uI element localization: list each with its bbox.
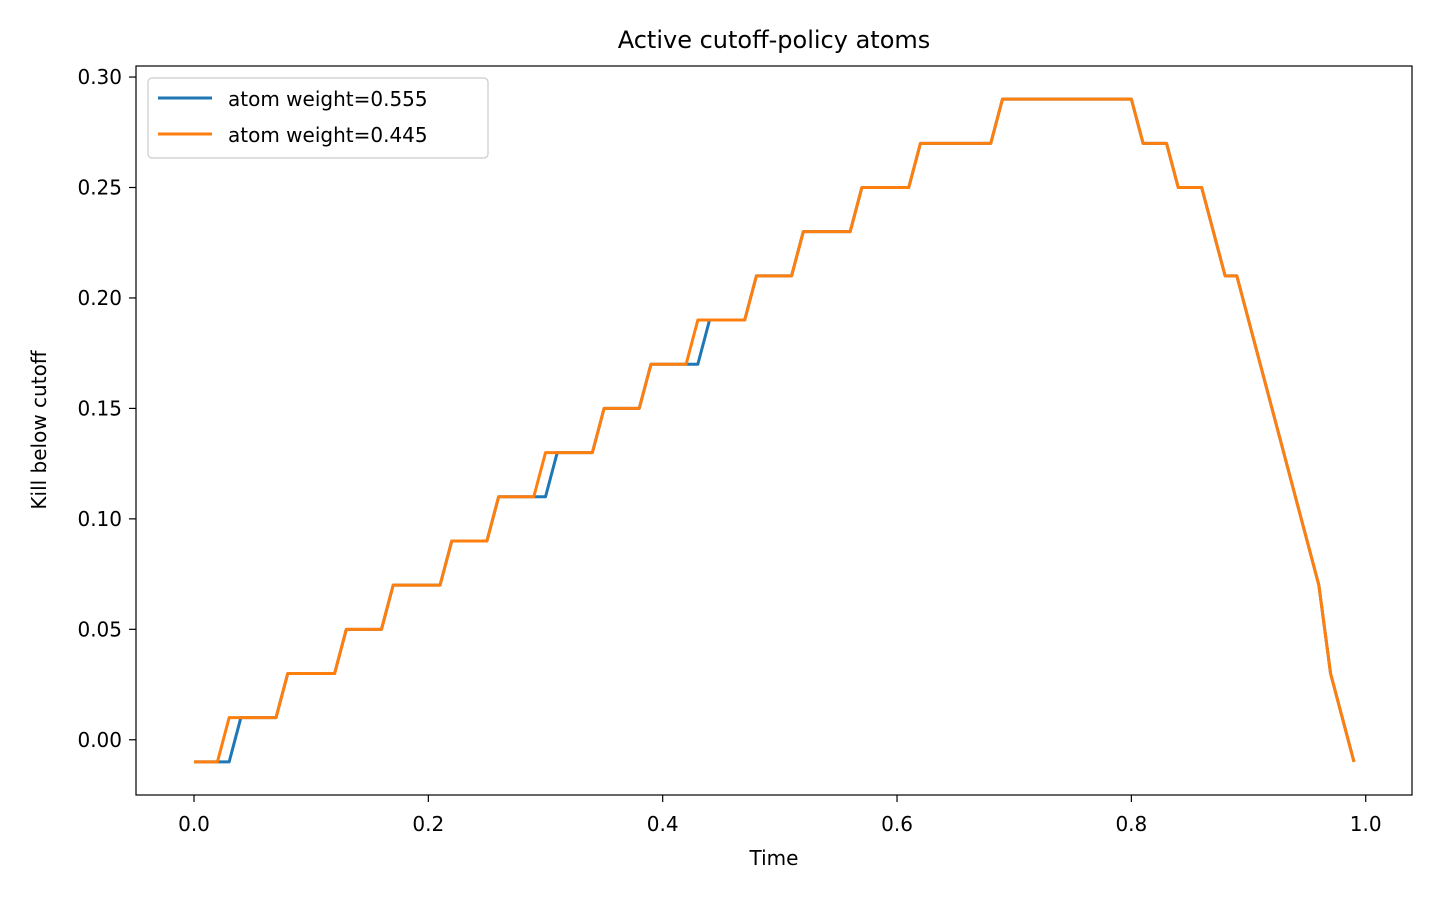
- x-tick-label: 1.0: [1350, 812, 1382, 836]
- y-tick-label: 0.10: [77, 507, 122, 531]
- x-tick-label: 0.6: [881, 812, 913, 836]
- legend-label-series-2: atom weight=0.445: [228, 123, 428, 147]
- legend-box: [147, 77, 489, 159]
- x-axis-ticks: 0.0 0.2 0.4 0.6 0.8 1.0: [178, 795, 1382, 836]
- series-lines: [194, 97, 1356, 764]
- legend-label-series-1: atom weight=0.555: [228, 87, 428, 111]
- chart-title: Active cutoff-policy atoms: [618, 26, 931, 54]
- y-axis-ticks: 0.00 0.05 0.10 0.15 0.20 0.25 0.30: [77, 65, 136, 752]
- y-tick-label: 0.25: [77, 176, 122, 200]
- x-axis-title: Time: [749, 846, 799, 870]
- y-axis-title: Kill below cutoff: [27, 349, 51, 509]
- x-tick-label: 0.8: [1115, 812, 1147, 836]
- y-tick-label: 0.20: [77, 286, 122, 310]
- x-tick-label: 0.4: [647, 812, 679, 836]
- x-tick-label: 0.0: [178, 812, 210, 836]
- y-tick-label: 0.30: [77, 65, 122, 89]
- x-tick-label: 0.2: [412, 812, 444, 836]
- y-tick-label: 0.15: [77, 396, 122, 420]
- y-tick-label: 0.05: [77, 617, 122, 641]
- legend: atom weight=0.555 atom weight=0.445: [147, 77, 489, 159]
- plot-area-frame: [135, 65, 1413, 796]
- y-tick-label: 0.00: [77, 728, 122, 752]
- series-line-2: [194, 97, 1356, 764]
